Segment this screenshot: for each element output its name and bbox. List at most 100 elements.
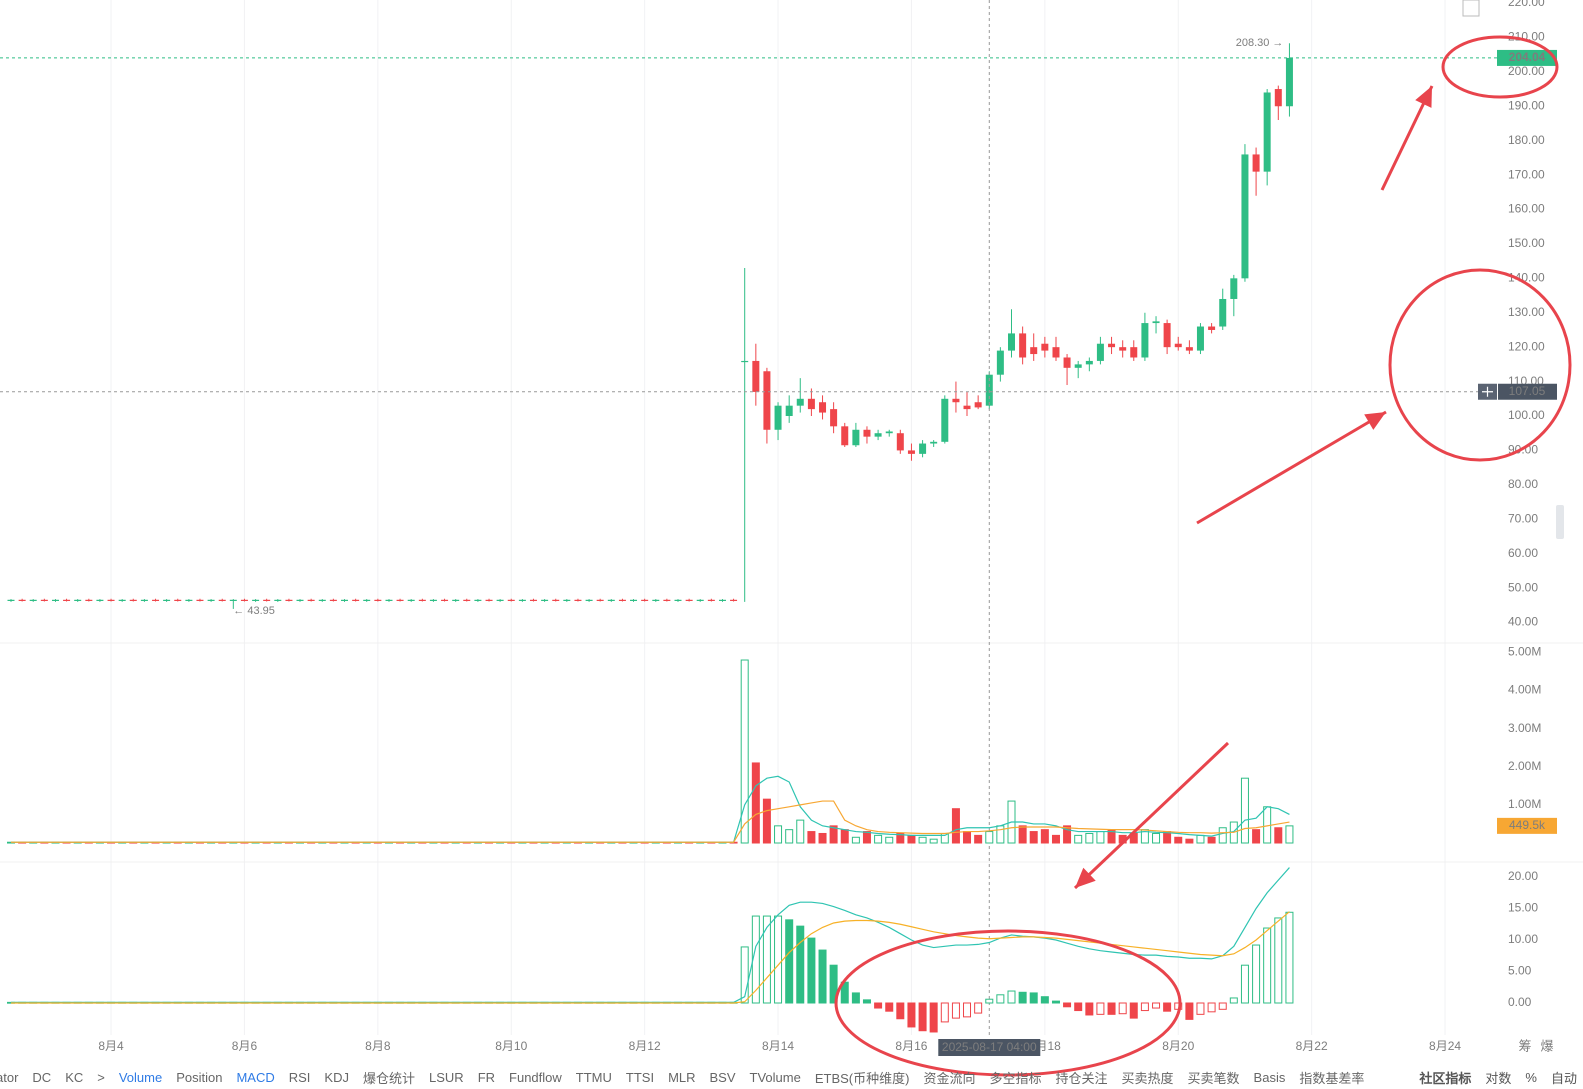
y-tick-label: 170.00 [1508, 167, 1545, 181]
macd-bar [974, 1002, 983, 1014]
toolbar-item[interactable]: 买卖热度 [1121, 1070, 1174, 1086]
macd-bar [1207, 1002, 1216, 1013]
macd-bar [862, 999, 871, 1004]
x-tick-label: 8月16 [895, 1039, 927, 1053]
toolbar-option[interactable]: 社区指标 [1419, 1070, 1472, 1086]
macd-bar [1085, 1002, 1094, 1016]
side-label: 爆 [1540, 1038, 1553, 1053]
candle-body [96, 599, 104, 601]
candle-body [1230, 278, 1238, 299]
candle-body [552, 599, 560, 601]
candle-body [252, 599, 260, 601]
volume-bar [985, 831, 994, 844]
macd-bar [907, 1002, 916, 1028]
x-tick-label: 8月8 [365, 1039, 391, 1053]
volume-bar [862, 831, 871, 844]
toolbar-option[interactable]: 对数 [1485, 1070, 1512, 1086]
toolbar-item[interactable]: FR [477, 1069, 496, 1085]
annotation-ellipse [1441, 35, 1559, 99]
candle-body [574, 599, 582, 601]
candle-body [385, 599, 393, 601]
candle-body [485, 599, 493, 601]
annotation-ellipse [1388, 268, 1572, 462]
toolbar-item[interactable]: TTSI [625, 1069, 655, 1085]
candle-body [1096, 343, 1104, 361]
toolbar-item[interactable]: 指数基差率 [1299, 1070, 1365, 1086]
y-tick-label: 70.00 [1508, 511, 1538, 525]
candle-body [674, 599, 682, 601]
toolbar-item[interactable]: 爆仓统计 [362, 1070, 415, 1086]
candle-body [496, 599, 504, 601]
toolbar-option[interactable]: % [1525, 1069, 1537, 1085]
toolbar-right: 社区指标 对数% 自动 [1419, 1066, 1577, 1088]
volume-bar [1018, 825, 1027, 844]
candle-body [129, 599, 137, 601]
candle-body [607, 599, 615, 601]
toolbar-item[interactable]: DC [32, 1069, 52, 1085]
candle-body [1141, 323, 1149, 358]
toolbar-item[interactable]: TVolume [749, 1069, 801, 1085]
candle-body [652, 599, 660, 601]
toolbar-item[interactable]: RSI [288, 1069, 311, 1085]
candle-body [863, 429, 871, 437]
candle-body [941, 398, 949, 442]
macd-bar [1129, 1002, 1138, 1019]
toolbar-item[interactable]: TTMU [575, 1069, 612, 1085]
candle-body [1174, 343, 1182, 348]
fullscreen-icon[interactable] [1462, 0, 1480, 17]
toolbar-item[interactable]: ETBS(币种维度) [814, 1070, 910, 1086]
candle-body [174, 599, 182, 601]
toolbar-item[interactable]: Fundflow [509, 1069, 562, 1085]
candle-body [296, 599, 304, 601]
volume-bar [1207, 836, 1216, 844]
candle-body [641, 599, 649, 601]
toolbar-item[interactable]: MACD [236, 1069, 275, 1085]
toolbar-item[interactable]: LSUR [429, 1069, 464, 1085]
volume-bar [963, 831, 972, 844]
toolbar-item[interactable]: KDJ [324, 1069, 349, 1085]
volume-bar [929, 838, 938, 844]
candle-body [263, 599, 271, 601]
volume-bar [1252, 829, 1261, 844]
volume-bar [918, 836, 927, 844]
toolbar-item[interactable]: Basis [1253, 1069, 1286, 1085]
side-handle[interactable] [1556, 505, 1564, 539]
toolbar-item[interactable]: 多空指标 [989, 1070, 1042, 1086]
y-tick-label: 140.00 [1508, 271, 1545, 285]
volume-bar [1096, 831, 1105, 844]
candle-body [107, 599, 115, 601]
toolbar-item[interactable]: Volume [118, 1069, 163, 1085]
macd-bar [785, 919, 794, 1004]
y-tick-label: 160.00 [1508, 202, 1545, 216]
toolbar-option[interactable]: 自动 [1550, 1070, 1577, 1086]
candle-body [930, 441, 938, 444]
volume-bar [1196, 834, 1205, 844]
toolbar-item[interactable]: KC [65, 1069, 84, 1085]
volume-bar [1218, 827, 1227, 844]
macd-bar [1263, 927, 1272, 1004]
annotation-arrow [1196, 410, 1387, 525]
candle-body [1219, 298, 1227, 327]
y-tick-label: 5.00 [1508, 964, 1532, 978]
candle-body [963, 405, 971, 410]
toolbar-item[interactable]: ator [0, 1069, 19, 1085]
toolbar-item[interactable]: BSV [709, 1069, 736, 1085]
toolbar-item[interactable]: 买卖笔数 [1187, 1070, 1240, 1086]
candle-body [830, 409, 838, 427]
toolbar-item[interactable]: Position [176, 1069, 223, 1085]
toolbar-item[interactable]: 资金流向 [923, 1070, 976, 1086]
y-tick-label: 220.00 [1508, 0, 1545, 9]
toolbar-item[interactable]: 持仓关注 [1055, 1070, 1108, 1086]
candle-body [730, 599, 738, 601]
candle-body [1285, 57, 1293, 107]
candle-body [329, 599, 337, 601]
toolbar-item[interactable]: MLR [668, 1069, 696, 1085]
candle-body [518, 599, 526, 601]
toolbar-item[interactable]: > [97, 1069, 105, 1085]
y-tick-label: 2.00M [1508, 759, 1541, 773]
y-tick-label: 40.00 [1508, 615, 1538, 629]
candle-body [363, 599, 371, 601]
macd-bar [1240, 964, 1249, 1004]
candle-body [18, 599, 26, 601]
y-tick-label: 100.00 [1508, 408, 1545, 422]
